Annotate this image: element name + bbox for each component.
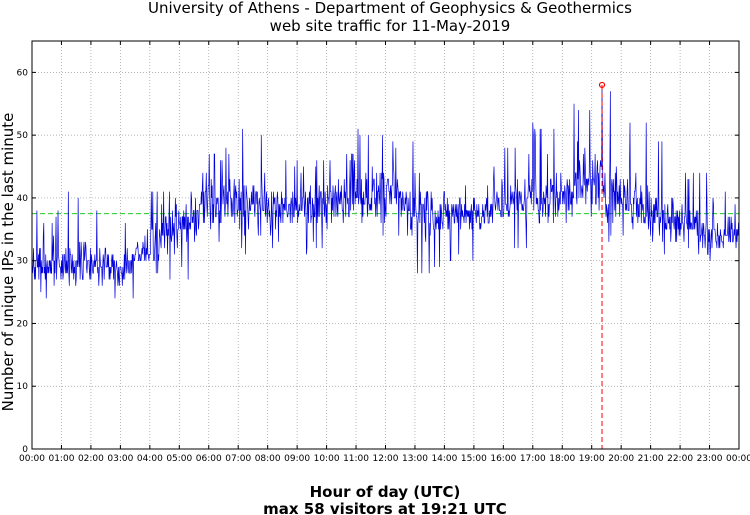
y-tick-label: 20 bbox=[17, 319, 29, 329]
y-tick-label: 60 bbox=[17, 68, 29, 78]
grid bbox=[32, 41, 739, 449]
x-tick-label: 19:00 bbox=[579, 454, 605, 464]
x-tick-label: 18:00 bbox=[549, 454, 575, 464]
series-group bbox=[31, 84, 739, 299]
max-marker-group bbox=[598, 81, 606, 449]
chart-subtitle: web site traffic for 11-May-2019 bbox=[270, 17, 511, 35]
x-tick-label: 11:00 bbox=[343, 454, 369, 464]
x-tick-label: 00:00 bbox=[726, 454, 750, 464]
traffic-series-line bbox=[31, 84, 739, 299]
x-tick-label: 00:00 bbox=[19, 454, 45, 464]
y-tick-label: 30 bbox=[17, 257, 29, 267]
x-tick-label: 22:00 bbox=[667, 454, 693, 464]
x-tick-label: 05:00 bbox=[166, 454, 192, 464]
x-tick-label: 02:00 bbox=[78, 454, 104, 464]
x-tick-label: 03:00 bbox=[107, 454, 133, 464]
y-tick-label: 40 bbox=[17, 194, 29, 204]
max-marker-point bbox=[598, 81, 606, 89]
y-tick-label: 10 bbox=[17, 382, 29, 392]
y-tick-label: 0 bbox=[22, 445, 28, 455]
y-axis-label: Number of unique IPs in the last minute bbox=[0, 113, 17, 412]
x-axis-label: Hour of day (UTC) bbox=[310, 483, 461, 501]
x-tick-label: 10:00 bbox=[314, 454, 340, 464]
x-axis-sublabel: max 58 visitors at 19:21 UTC bbox=[263, 500, 507, 515]
x-tick-label: 20:00 bbox=[608, 454, 634, 464]
x-tick-label: 21:00 bbox=[638, 454, 664, 464]
x-axis-ticks: 00:00 01:00 02:00 03:00 04:00 05:00 06:00 07:00… bbox=[19, 41, 750, 464]
x-tick-label: 08:00 bbox=[255, 454, 281, 464]
x-tick-label: 14:00 bbox=[431, 454, 457, 464]
x-tick-label: 16:00 bbox=[490, 454, 516, 464]
chart-title: University of Athens - Department of Geo… bbox=[148, 0, 632, 17]
x-tick-label: 01:00 bbox=[48, 454, 74, 464]
x-tick-label: 15:00 bbox=[461, 454, 487, 464]
x-tick-label: 06:00 bbox=[196, 454, 222, 464]
x-tick-label: 23:00 bbox=[697, 454, 723, 464]
x-tick-label: 13:00 bbox=[402, 454, 428, 464]
x-tick-label: 04:00 bbox=[137, 454, 163, 464]
x-tick-label: 17:00 bbox=[520, 454, 546, 464]
y-axis-ticks: 0 10 20 30 40 50 60 bbox=[17, 68, 739, 455]
y-tick-label: 50 bbox=[17, 131, 29, 141]
x-tick-label: 12:00 bbox=[373, 454, 399, 464]
x-tick-label: 07:00 bbox=[225, 454, 251, 464]
x-tick-label: 09:00 bbox=[284, 454, 310, 464]
